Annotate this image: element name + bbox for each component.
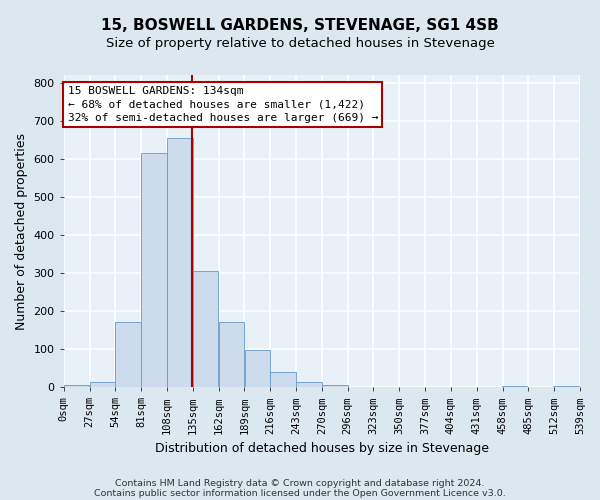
Bar bbox=[141, 153, 167, 387]
Bar bbox=[219, 322, 244, 387]
Text: Contains public sector information licensed under the Open Government Licence v3: Contains public sector information licen… bbox=[94, 488, 506, 498]
Bar bbox=[553, 386, 579, 387]
Bar bbox=[167, 138, 193, 387]
Text: 15, BOSWELL GARDENS, STEVENAGE, SG1 4SB: 15, BOSWELL GARDENS, STEVENAGE, SG1 4SB bbox=[101, 18, 499, 32]
Bar bbox=[245, 350, 270, 387]
Bar bbox=[271, 372, 296, 387]
Text: Size of property relative to detached houses in Stevenage: Size of property relative to detached ho… bbox=[106, 38, 494, 51]
Text: 15 BOSWELL GARDENS: 134sqm
← 68% of detached houses are smaller (1,422)
32% of s: 15 BOSWELL GARDENS: 134sqm ← 68% of deta… bbox=[68, 86, 378, 123]
Bar bbox=[502, 386, 527, 387]
Y-axis label: Number of detached properties: Number of detached properties bbox=[15, 132, 28, 330]
Bar bbox=[193, 271, 218, 387]
Text: Contains HM Land Registry data © Crown copyright and database right 2024.: Contains HM Land Registry data © Crown c… bbox=[115, 478, 485, 488]
Bar bbox=[322, 385, 347, 387]
X-axis label: Distribution of detached houses by size in Stevenage: Distribution of detached houses by size … bbox=[155, 442, 489, 455]
Bar bbox=[89, 382, 115, 387]
Bar bbox=[64, 385, 89, 387]
Bar bbox=[115, 322, 141, 387]
Bar bbox=[296, 382, 322, 387]
